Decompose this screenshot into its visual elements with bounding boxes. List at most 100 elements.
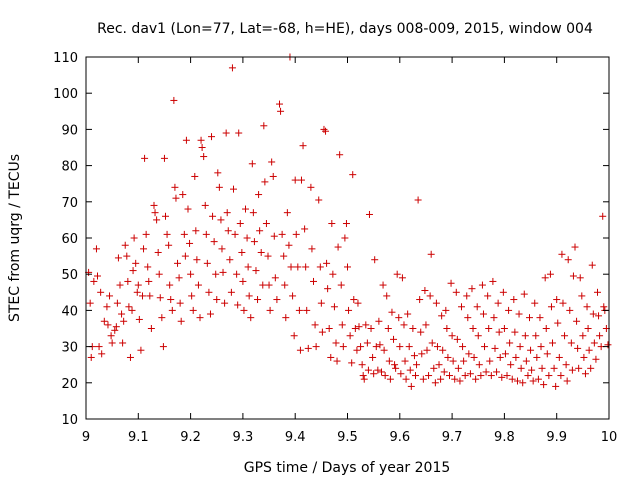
data-point-plus [522, 357, 530, 365]
data-point-plus [276, 100, 284, 108]
data-point-plus [214, 169, 222, 177]
data-point-plus [365, 210, 373, 218]
data-point-plus [400, 321, 408, 329]
data-point-plus [485, 325, 493, 332]
data-point-plus [477, 372, 485, 380]
data-point-plus [419, 375, 427, 383]
data-point-plus [508, 375, 516, 383]
data-point-plus [491, 344, 499, 352]
y-tick-label: 90 [61, 123, 78, 138]
data-point-plus [445, 372, 453, 380]
data-point-plus [360, 375, 368, 383]
data-point-plus [470, 353, 478, 361]
data-point-plus [534, 375, 542, 383]
data-point-plus [257, 248, 265, 256]
data-point-plus [196, 314, 204, 322]
data-point-plus [206, 310, 214, 318]
data-point-plus [512, 353, 520, 361]
data-point-plus [465, 350, 473, 358]
data-point-plus [542, 325, 550, 332]
data-point-plus [269, 172, 277, 180]
data-point-plus [588, 261, 596, 269]
data-point-plus [397, 370, 405, 378]
data-point-plus [292, 230, 300, 238]
chart-title: Rec. dav1 (Lon=77, Lat=-68, h=HE), days … [97, 21, 593, 37]
data-point-plus [550, 364, 558, 372]
data-point-plus [481, 343, 489, 351]
data-point-plus [581, 370, 589, 378]
y-tick-label: 80 [61, 160, 78, 175]
data-point-plus [493, 368, 501, 376]
data-point-plus [354, 299, 362, 307]
data-point-plus [510, 296, 518, 304]
x-tick-label: 9.3 [233, 430, 254, 445]
data-point-plus [421, 286, 429, 294]
data-point-plus [474, 332, 482, 340]
data-point-plus [505, 306, 513, 314]
data-point-plus [487, 372, 495, 380]
data-point-plus [341, 234, 349, 242]
data-point-plus [599, 212, 607, 220]
data-point-plus [95, 343, 103, 351]
y-tick-label: 110 [53, 51, 78, 66]
data-point-plus [430, 364, 438, 372]
data-point-plus [527, 346, 535, 354]
data-point-plus [559, 299, 567, 307]
data-point-plus [154, 248, 162, 256]
data-point-plus [271, 274, 279, 282]
data-point-plus [427, 250, 435, 258]
data-point-plus [501, 350, 509, 358]
data-point-plus [566, 306, 574, 314]
data-point-plus [448, 332, 456, 340]
data-point-plus [197, 136, 205, 144]
data-point-plus [511, 328, 519, 336]
data-point-plus [440, 368, 448, 376]
x-tick-label: 9.2 [180, 430, 201, 445]
data-point-plus [600, 303, 608, 311]
data-point-plus [439, 346, 447, 354]
data-point-plus [166, 281, 174, 289]
data-point-plus [303, 306, 311, 314]
data-point-plus [235, 129, 243, 137]
data-point-plus [413, 361, 421, 369]
data-point-plus [297, 176, 305, 184]
data-point-plus [482, 368, 490, 376]
data-point-plus [576, 274, 584, 282]
data-point-plus [357, 343, 365, 351]
data-point-plus [337, 281, 345, 289]
data-point-plus [140, 245, 148, 253]
data-point-plus [418, 350, 426, 358]
x-tick-label: 9.7 [442, 430, 463, 445]
data-point-plus [547, 303, 555, 311]
data-point-plus [90, 277, 98, 285]
data-point-plus [325, 325, 333, 332]
data-point-plus [459, 343, 467, 351]
data-point-plus [469, 325, 477, 332]
data-point-plus [261, 178, 269, 186]
data-point-plus [318, 328, 326, 336]
data-point-plus [213, 296, 221, 304]
data-point-plus [186, 239, 194, 247]
data-point-plus [167, 296, 175, 304]
data-point-plus [589, 310, 597, 318]
data-point-plus [546, 270, 554, 278]
data-point-plus [379, 281, 387, 289]
data-point-plus [472, 375, 480, 383]
data-point-plus [517, 364, 525, 372]
data-point-plus [490, 314, 498, 322]
data-point-plus [405, 343, 413, 351]
data-point-plus [222, 129, 230, 137]
data-point-plus [315, 196, 323, 204]
data-point-plus [87, 353, 95, 361]
data-point-plus [568, 366, 576, 374]
data-point-plus [168, 306, 176, 314]
data-point-plus [401, 357, 409, 365]
data-point-plus [355, 323, 363, 331]
data-point-plus [414, 196, 422, 204]
data-point-plus [128, 306, 136, 314]
data-point-plus [187, 270, 195, 278]
data-point-plus [336, 151, 344, 159]
data-point-plus [163, 230, 171, 238]
data-point-plus [563, 377, 571, 385]
